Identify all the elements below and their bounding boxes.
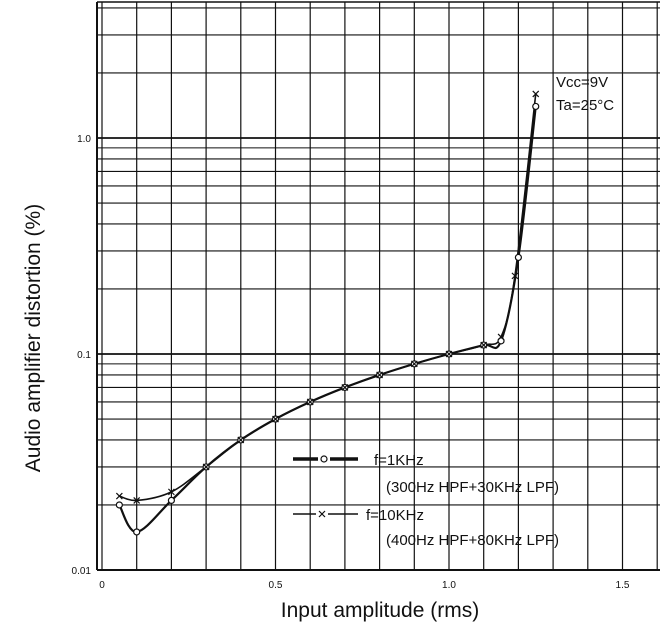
data-point-x — [272, 415, 279, 423]
data-point-x-stroke — [511, 272, 519, 280]
x-tick-label: 0.5 — [269, 580, 283, 591]
data-point-circle — [133, 528, 141, 536]
x-axis-title: Input amplitude (rms) — [281, 599, 479, 622]
data-point-x — [115, 492, 123, 500]
data-point-x-stroke — [480, 341, 488, 349]
data-point-x — [445, 350, 453, 358]
data-point-circle — [532, 102, 540, 111]
data-point-x — [532, 90, 540, 98]
data-point-x — [376, 371, 384, 379]
data-point-circle — [115, 501, 123, 509]
data-point-x — [133, 496, 141, 504]
data-point-x-stroke — [306, 398, 314, 406]
legend-note-10khz: (400Hz HPF+80KHz LPF) — [386, 532, 559, 549]
data-point-x — [202, 463, 210, 471]
data-point-x-stroke — [133, 496, 141, 504]
data-point-x — [410, 360, 418, 368]
data-point-circle — [514, 253, 523, 262]
legend: f=1KHz (300Hz HPF+30KHz LPF) f=10KHz (40… — [293, 452, 559, 549]
data-point-x-stroke — [237, 436, 245, 444]
legend-note-1khz: (300Hz HPF+30KHz LPF) — [386, 479, 559, 496]
data-point-x — [341, 384, 349, 391]
y-tick-label: 1.0 — [77, 134, 91, 145]
data-point-x-stroke — [202, 463, 210, 471]
legend-label-10khz: f=10KHz — [366, 507, 424, 524]
y-tick-label: 0.01 — [72, 566, 92, 577]
series-line — [118, 106, 537, 534]
data-point-x — [511, 272, 519, 280]
data-point-x — [237, 436, 245, 444]
data-point-x-stroke — [532, 90, 540, 98]
x-tick-label: 1.0 — [442, 580, 456, 591]
data-point-x-stroke — [167, 488, 175, 496]
annotation-ta: Ta=25°C — [556, 97, 614, 114]
x-tick-label: 1.5 — [616, 580, 630, 591]
data-point-x — [306, 398, 314, 406]
plot-frame — [96, 1, 660, 571]
data-point-x — [167, 488, 175, 496]
data-point-x-stroke — [376, 371, 384, 379]
series-lines — [118, 93, 537, 534]
data-point-x-stroke — [445, 350, 453, 358]
legend-label-1khz: f=1KHz — [374, 452, 424, 469]
data-point-circle — [167, 496, 175, 505]
data-point-x-stroke — [341, 384, 349, 391]
series-markers — [115, 90, 540, 536]
x-tick-label: 0 — [99, 580, 105, 591]
legend-marker-circle — [320, 455, 328, 463]
data-point-x-stroke — [410, 360, 418, 368]
data-point-x-stroke — [272, 415, 279, 423]
series-line — [119, 93, 537, 502]
data-point-x — [480, 341, 488, 349]
annotation-vcc: Vcc=9V — [556, 74, 608, 91]
data-point-x-stroke — [497, 333, 505, 341]
y-tick-label: 0.1 — [77, 350, 91, 361]
legend-marker-x — [318, 510, 326, 518]
data-point-x — [497, 333, 505, 341]
y-axis-title: Audio amplifier distortion (%) — [22, 204, 45, 472]
tick-labels: 0 0.5 1.0 1.5 0.01 0.1 1.0 — [72, 134, 630, 591]
data-point-x-stroke — [115, 492, 123, 500]
data-point-circle — [497, 337, 505, 345]
